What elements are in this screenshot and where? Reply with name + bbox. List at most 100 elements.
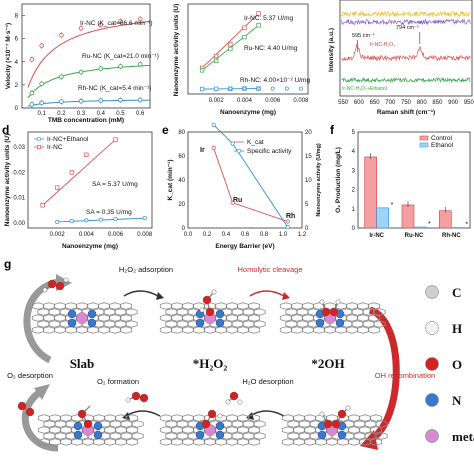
panel-f-ytick: 1 [352, 207, 356, 213]
graphene-ring [247, 302, 261, 310]
panel-b-annot-ir: Ir-NC: 5.37 U/mg [244, 15, 294, 22]
panel-e-ytick-left: 60 [178, 154, 185, 160]
panel-e-ytick-left: 0 [182, 226, 186, 232]
panel-e-point-kcat [230, 200, 235, 205]
panel-d-point-ir [40, 203, 45, 208]
panel-b-plot [199, 11, 303, 92]
graphene-ring [287, 432, 300, 440]
panel-e-frame [187, 131, 303, 229]
panel-a-xtick: 0.1 [38, 111, 47, 117]
graphene-ring [192, 414, 206, 422]
panel-e-legend-marker-activity [236, 148, 242, 154]
step-arrow-cleavage [249, 290, 285, 297]
graphene-ring [119, 302, 133, 310]
graphene-ring [103, 414, 117, 422]
o-atom [47, 279, 57, 289]
panel-d-legend-marker-ethanol [36, 136, 42, 142]
panel-a-point [137, 16, 143, 22]
graphene-ring [247, 326, 261, 334]
panel-f-xtick: Ir-NC [369, 233, 384, 239]
graphene-ring [253, 432, 266, 440]
graphene-ring [37, 414, 51, 422]
o-atom [77, 409, 87, 419]
graphene-ring [345, 302, 359, 310]
panel-b-xtick: 0.008 [293, 98, 309, 104]
o-atom [331, 419, 341, 429]
panel-a-frame [21, 3, 151, 109]
graphene-ring [181, 302, 195, 310]
graphene-ring [303, 414, 317, 422]
panel-d-point-ir [84, 152, 89, 157]
panel-a-point [137, 97, 143, 103]
metal-atom [76, 312, 88, 324]
panel-d-point-ethanol [69, 219, 74, 224]
graphene-ring [170, 326, 184, 334]
cycle-arrow-left-top [23, 278, 59, 364]
panel-a-point [29, 57, 35, 62]
graphene-ring [214, 326, 228, 334]
legend-atom-c-icon [425, 285, 439, 299]
graphene-ring [42, 326, 56, 334]
panel-e-point-activity [230, 141, 235, 146]
panel-b-rh-point [270, 86, 275, 91]
graphene-ring [236, 314, 250, 322]
panel-e-point-kcat [285, 219, 290, 224]
nitrogen-atom [337, 430, 347, 440]
panel-e-xtick: 1.2 [298, 232, 307, 238]
panel-d-yticks: 0.00 0.01 0.02 0.03 [13, 145, 25, 227]
legend-atom-metal-icon [425, 429, 439, 443]
panel-a-ytick: 2 [15, 83, 19, 89]
graphene-ring [120, 432, 133, 440]
panel-e-point-kcat [211, 146, 216, 151]
panel-a-point [78, 98, 84, 104]
graphene-ring [369, 438, 383, 446]
panel-a-xtick: 0.2 [57, 111, 66, 117]
panel-c-xtick: 650 [370, 100, 381, 106]
panel-e-xticks: 0.0 0.2 0.4 0.6 0.8 1.0 1.2 [184, 232, 307, 238]
panel-c-xtick: 700 [385, 100, 396, 106]
graphene-ring [53, 302, 67, 310]
graphene-ring [92, 414, 106, 422]
graphene-ring [53, 326, 67, 334]
graphene-ring [103, 320, 116, 328]
panel-d-annot-ir: SA = 5.37 U/mg [92, 181, 138, 188]
o-atom [207, 409, 217, 419]
panel-f-legend-swatch-control [419, 135, 429, 141]
cycle-arrow-right [367, 306, 400, 444]
panel-a-xtick: 0.5 [116, 111, 125, 117]
nitrogen-atom [215, 309, 225, 319]
graphene-ring [125, 320, 138, 328]
panel-c-peak1: 595 cm⁻¹ [352, 33, 375, 39]
graphene-ring [279, 314, 293, 322]
panel-e-legend-kcat: K_cat [247, 139, 264, 146]
graphene-ring [48, 438, 62, 446]
panel-e-point-ir: Ir [200, 147, 205, 154]
h-atom [63, 277, 69, 283]
nitrogen-atom [87, 309, 97, 319]
panel-a-point [137, 61, 143, 67]
o-atom [17, 401, 27, 411]
panel-b-ylabel: Nanoenzyme activity units (U) [173, 4, 180, 96]
graphene-ring [298, 432, 311, 440]
graphene-ring [225, 314, 239, 322]
graphene-ring [103, 438, 117, 446]
graphene-ring [165, 320, 178, 328]
slab-state-5 [159, 414, 266, 446]
graphene-ring [236, 302, 250, 310]
graphene-ring [301, 302, 315, 310]
h-atom [217, 413, 223, 419]
step-arrow-adsorption-head [156, 292, 164, 300]
graphene-ring [231, 308, 244, 316]
step-label-adsorption: H₂O₂ adsorption [119, 265, 173, 274]
legend-atom-c-label: C [452, 285, 461, 300]
graphene-ring [64, 326, 78, 334]
graphene-ring [42, 302, 56, 310]
graphene-ring [181, 414, 195, 422]
nitrogen-atom [335, 318, 345, 328]
graphene-ring [301, 326, 315, 334]
graphene-ring [37, 426, 51, 434]
panel-d: d 0.000.010.020.03 0.002 0.004 0.006 0.008 … [2, 123, 153, 250]
legend-atom-n-label: N [452, 393, 462, 408]
panel-a-plot [27, 16, 151, 108]
panel-a-point [39, 43, 44, 48]
